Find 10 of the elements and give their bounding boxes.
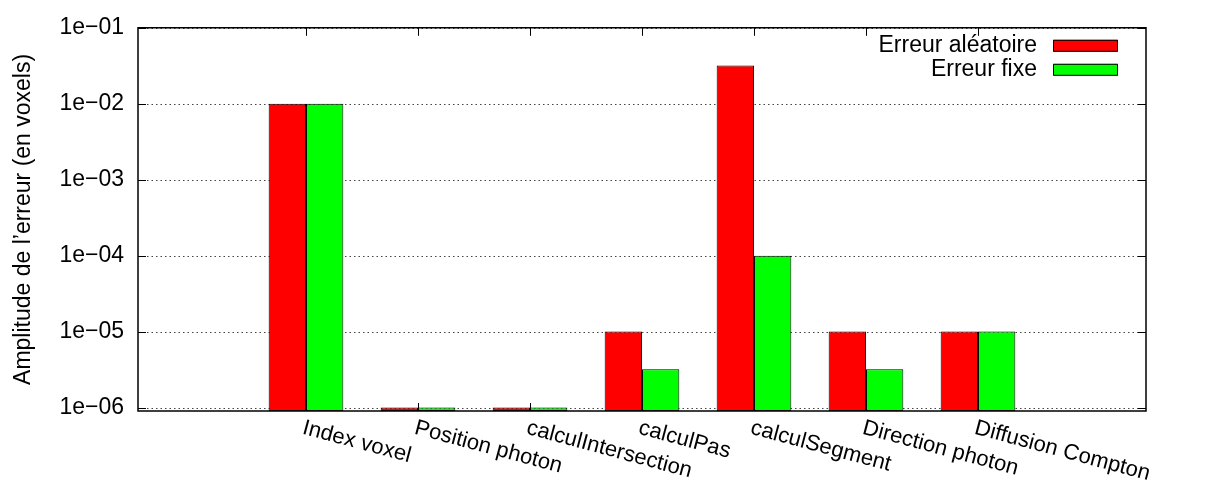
legend-label: Erreur aléatoire [878,31,1037,58]
y-tick-label: 1e−02 [59,89,124,116]
x-tick-label: Index voxel [300,414,415,468]
y-axis-title: Amplitude de l’erreur (en voxels) [9,53,36,385]
y-tick-label: 1e−03 [59,165,124,192]
y-tick-label: 1e−04 [59,240,125,267]
y-tick-label: 1e−06 [59,392,124,419]
y-tick-label: 1e−05 [59,316,124,343]
legend-label: Erreur fixe [930,55,1037,82]
y-tick-label: 1e−01 [59,13,124,40]
